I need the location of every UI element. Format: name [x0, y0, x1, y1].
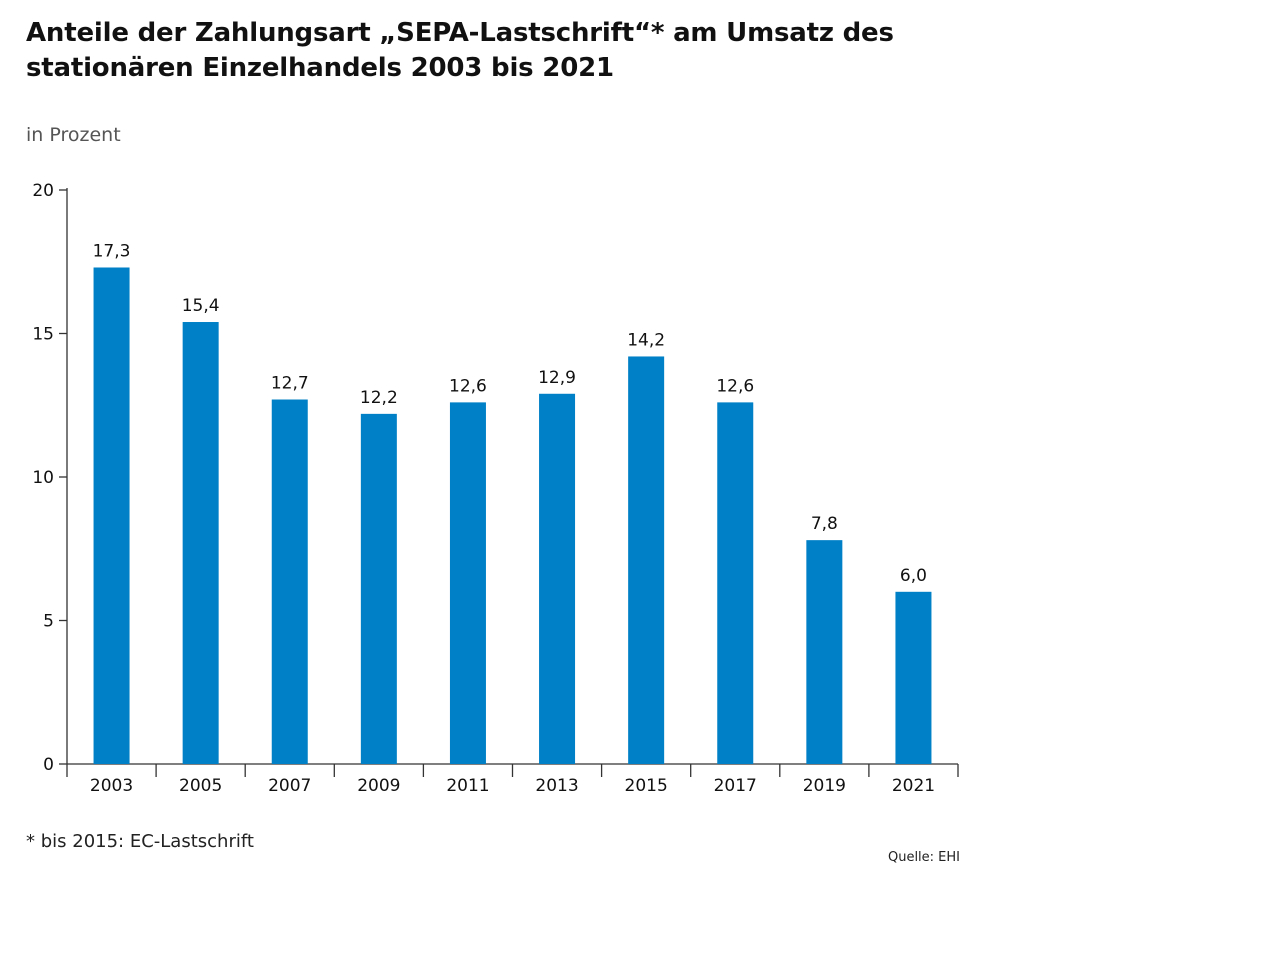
y-tick-label: 15 — [32, 325, 54, 345]
chart-title: Anteile der Zahlungsart „SEPA-Lastschrif… — [26, 18, 894, 83]
bar-value-label: 14,2 — [627, 330, 665, 350]
bar-value-label: 17,3 — [93, 241, 131, 261]
source-note: Quelle: EHI — [887, 850, 960, 865]
bar-2019 — [806, 540, 843, 764]
x-tick-label: 2015 — [625, 776, 668, 796]
x-tick-label: 2017 — [714, 776, 757, 796]
bar-value-label: 15,4 — [182, 296, 220, 316]
bar-2011 — [449, 402, 486, 764]
bar-2017 — [717, 402, 754, 764]
y-tick-label: 0 — [43, 755, 54, 775]
bar-2021 — [895, 591, 932, 764]
bar-value-label: 6,0 — [900, 566, 927, 586]
y-tick-label: 10 — [32, 468, 54, 488]
x-tick-label: 2005 — [179, 776, 222, 796]
bar-value-label: 12,2 — [360, 388, 398, 408]
y-tick-label: 20 — [32, 181, 54, 201]
bar-value-label: 12,6 — [716, 376, 754, 396]
bar-2013 — [539, 393, 576, 764]
bar-2009 — [360, 413, 397, 764]
bar-2003 — [93, 267, 130, 764]
bar-2005 — [182, 322, 219, 764]
x-tick-label: 2021 — [892, 776, 935, 796]
x-tick-label: 2011 — [446, 776, 489, 796]
x-tick-label: 2009 — [357, 776, 400, 796]
x-tick-label: 2013 — [535, 776, 578, 796]
bar-2007 — [271, 399, 308, 764]
bar-value-label: 12,6 — [449, 376, 487, 396]
x-tick-label: 2007 — [268, 776, 311, 796]
unit-label: in Prozent — [26, 124, 121, 146]
bar-2015 — [628, 356, 665, 764]
x-tick-label: 2003 — [90, 776, 133, 796]
x-tick-label: 2019 — [803, 776, 846, 796]
y-tick-label: 5 — [43, 612, 54, 632]
bar-value-label: 12,9 — [538, 368, 576, 388]
bar-value-label: 7,8 — [811, 514, 838, 534]
footnote: * bis 2015: EC-Lastschrift — [26, 831, 254, 852]
bar-value-label: 12,7 — [271, 374, 309, 394]
